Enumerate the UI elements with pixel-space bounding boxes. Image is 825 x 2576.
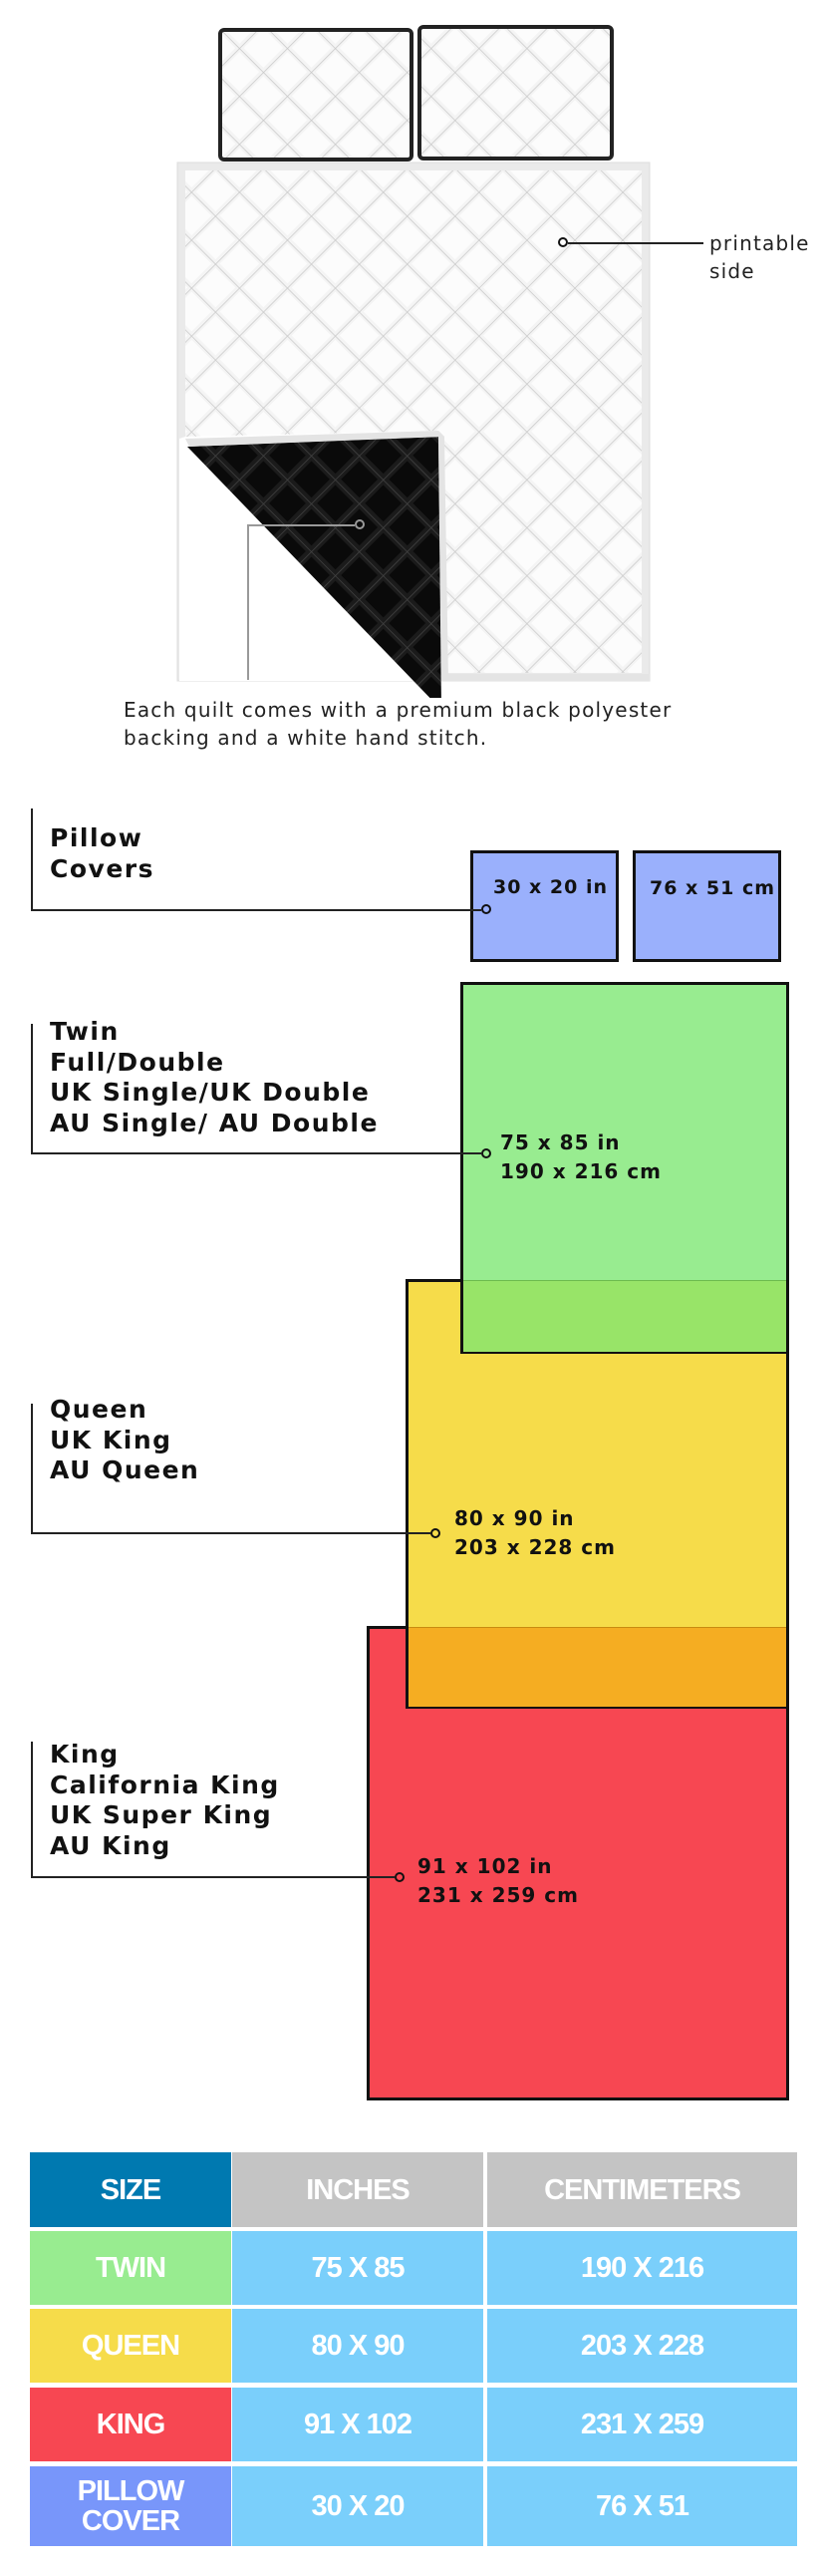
row-queen-inches: 80 X 90 [232,2309,483,2383]
twin-bracket-vline [31,1024,33,1154]
pillow-size-label: Pillow Covers [50,823,154,883]
backing-pointer-vline [247,524,249,680]
pillow-cm: 76 x 51 cm [650,877,776,899]
row-pillow-cm: 76 X 51 [487,2466,797,2546]
printable-pointer-line [568,242,703,244]
twin-bracket-hline [31,1152,481,1154]
pillow-size-box-cm [633,850,781,962]
header-inches: INCHES [232,2152,483,2227]
backing-pointer-dot [355,519,365,529]
queen-dimensions: 80 x 90 in 203 x 228 cm [454,1506,616,1559]
header-centimeters: CENTIMETERS [487,2152,797,2227]
king-bracket-vline [31,1742,33,1878]
pillow-bracket-hline [31,909,481,911]
row-queen-size: QUEEN [30,2309,231,2383]
printable-side-label: printable side [709,231,810,283]
queen-pointer-dot [430,1528,440,1538]
row-pillow-size: PILLOW COVER [30,2466,231,2546]
pillow-left [218,28,413,161]
quilt-black-backing-flap [179,431,650,698]
row-king-inches: 91 X 102 [232,2388,483,2461]
queen-bracket-hline [31,1532,430,1534]
header-size: SIZE [30,2152,231,2227]
row-twin-inches: 75 X 85 [232,2231,483,2305]
king-pointer-dot [395,1872,405,1882]
quilt-illustration [176,25,651,698]
row-king-size: KING [30,2388,231,2461]
pillow-size-box-inches [470,850,619,962]
pillow-right [417,25,614,161]
row-king-cm: 231 X 259 [487,2388,797,2461]
twin-queen-overlap [463,1280,786,1352]
backing-pointer-line [247,524,355,526]
row-twin-cm: 190 X 216 [487,2231,797,2305]
queen-bracket-vline [31,1404,33,1534]
pillow-pointer-dot [481,904,491,914]
pillow-bracket-vline [31,808,33,911]
queen-king-overlap [409,1627,786,1707]
printable-pointer-dot [558,237,568,247]
pillow-inches: 30 x 20 in [493,876,609,898]
row-twin-size: TWIN [30,2231,231,2305]
twin-pointer-dot [481,1148,491,1158]
king-bracket-hline [31,1876,395,1878]
queen-size-label: Queen UK King AU Queen [50,1395,200,1484]
backing-caption: Each quilt comes with a premium black po… [124,698,673,750]
king-dimensions: 91 x 102 in 231 x 259 cm [417,1854,579,1907]
king-size-label: King California King UK Super King AU Ki… [50,1740,280,1860]
twin-dimensions: 75 x 85 in 190 x 216 cm [500,1130,662,1183]
row-queen-cm: 203 X 228 [487,2309,797,2383]
row-pillow-inches: 30 X 20 [232,2466,483,2546]
twin-size-label: Twin Full/Double UK Single/UK Double AU … [50,1017,379,1137]
